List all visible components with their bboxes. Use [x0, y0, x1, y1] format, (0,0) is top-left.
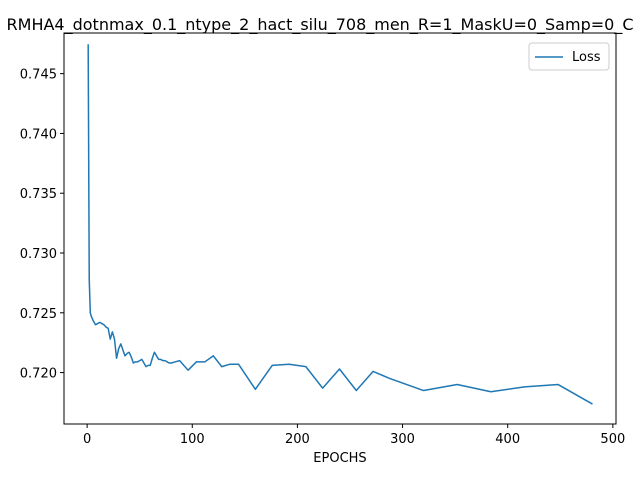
y-tick-label: 0.740 — [20, 127, 57, 142]
series-line-loss — [87, 44, 593, 405]
plot-frame — [63, 32, 617, 425]
y-tick-label: 0.720 — [20, 367, 57, 382]
x-axis-ticks: 0 100 200 300 400 500 — [83, 424, 625, 447]
y-tick-label: 0.725 — [20, 307, 57, 322]
x-tick-label: 200 — [285, 432, 310, 447]
x-tick-label: 300 — [390, 432, 415, 447]
y-tick-label: 0.735 — [20, 187, 57, 202]
legend: Loss — [528, 42, 610, 71]
legend-label-loss: Loss — [572, 50, 601, 65]
x-tick-label: 100 — [180, 432, 205, 447]
chart-title: RMHA4_dotnmax_0.1_ntype_2_hact_silu_708_… — [7, 15, 634, 35]
x-tick-label: 400 — [495, 432, 520, 447]
x-axis-label: EPOCHS — [313, 451, 366, 466]
legend-box — [528, 42, 610, 71]
x-tick-label: 500 — [600, 432, 625, 447]
y-axis-ticks: 0.720 0.725 0.730 0.735 0.740 0.745 — [20, 68, 64, 382]
y-tick-label: 0.745 — [20, 68, 57, 83]
y-tick-label: 0.730 — [20, 247, 57, 262]
x-tick-label: 0 — [83, 432, 91, 447]
